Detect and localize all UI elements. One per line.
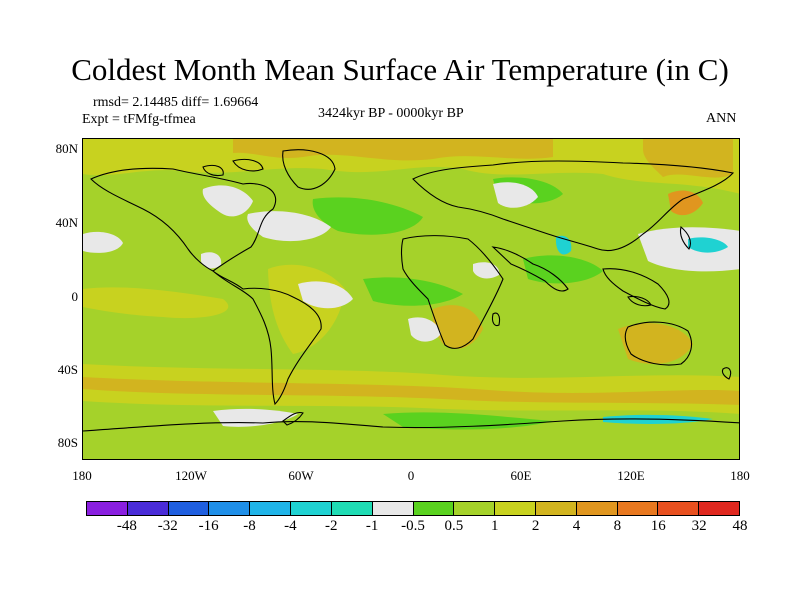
colorbar-label: -8 [243, 518, 256, 534]
lon-tick-120e: 120E [617, 468, 645, 483]
colorbar-label: -1 [365, 518, 379, 534]
brazil-neutral-region [298, 281, 353, 309]
southern-orange-band [83, 377, 739, 405]
southern-africa-warm-region [432, 305, 483, 349]
colorbar-box [250, 502, 292, 515]
temperature-field-map [83, 139, 739, 459]
map-panel [82, 138, 740, 460]
colorbar-label: 48 [732, 518, 748, 534]
time-period-label: 3424kyr BP - 0000kyr BP [318, 106, 464, 121]
colorbar-box [127, 502, 169, 515]
colorbar-label: -32 [157, 518, 178, 534]
colorbar-label: 4 [572, 518, 581, 534]
colorbar-label: 16 [650, 518, 666, 534]
colorbar-label: -0.5 [401, 518, 425, 534]
colorbar-label: -16 [198, 518, 219, 534]
lon-tick-180w: 180 [72, 468, 92, 483]
lat-tick-80s: 80S [57, 435, 78, 450]
colorbar-label: 32 [691, 518, 707, 534]
colorbar-box [209, 502, 251, 515]
arctic-orange-region [233, 139, 553, 161]
tropical-atlantic-green-region [363, 277, 463, 306]
season-label: ANN [706, 111, 737, 126]
lon-tick-60e: 60E [510, 468, 532, 483]
colorbar-box [535, 502, 577, 515]
atlantic-neutral-region [247, 211, 331, 242]
colorbar-label: -2 [325, 518, 338, 534]
colorbar-box [413, 502, 455, 515]
pacific-warm-region [83, 287, 229, 319]
colorbar-box [576, 502, 618, 515]
southern-ocean-green-region [383, 412, 553, 430]
asia-neutral-region [493, 182, 538, 208]
lat-tick-80n: 80N [55, 141, 78, 156]
colorbar-box [495, 502, 536, 515]
lon-tick-60w: 60W [288, 468, 314, 483]
colorbar [86, 501, 740, 516]
western-pacific-cool-region [688, 237, 728, 253]
colorbar-box [454, 502, 496, 515]
colorbar-box [331, 502, 373, 515]
map-title: Coldest Month Mean Surface Air Temperatu… [71, 52, 729, 87]
colorbar-box [617, 502, 659, 515]
colorbar-box [658, 502, 700, 515]
colorbar-label: 8 [613, 518, 622, 534]
arabia-neutral-region [473, 262, 500, 279]
north-atlantic-green-region [312, 197, 423, 235]
colorbar-box [87, 502, 128, 515]
lat-tick-40n: 40N [55, 215, 78, 230]
coastlines [83, 149, 739, 432]
east-asia-orange-region [668, 190, 703, 216]
australia-warm-region [618, 323, 693, 364]
stats-line: rmsd= 2.14485 diff= 1.69664 [93, 95, 259, 110]
pacific-neutral-region [83, 231, 123, 253]
siberia-orange-region [643, 139, 733, 178]
lat-tick-0: 0 [71, 289, 79, 304]
lat-tick-40s: 40S [57, 362, 78, 377]
indian-ocean-green-region [523, 255, 603, 284]
lon-tick-0: 0 [407, 468, 415, 483]
western-pacific-neutral-region [638, 227, 739, 272]
colorbar-box [372, 502, 414, 515]
colorbar-label: -48 [116, 518, 137, 534]
south-atlantic-neutral-region [408, 317, 441, 342]
colorbar-box [168, 502, 210, 515]
lon-tick-120w: 120W [175, 468, 207, 483]
north-america-neutral-region [202, 185, 253, 217]
colorbar-label: 0.5 [444, 518, 464, 534]
colorbar-label: 2 [531, 518, 540, 534]
lon-tick-180e: 180 [730, 468, 750, 483]
mexico-neutral-region [201, 252, 222, 269]
colorbar-label: 1 [491, 518, 499, 534]
colorbar-box [699, 502, 739, 515]
experiment-label: Expt = tFMfg-tfmea [82, 112, 196, 127]
colorbar-box [291, 502, 332, 515]
colorbar-label: -4 [284, 518, 297, 534]
